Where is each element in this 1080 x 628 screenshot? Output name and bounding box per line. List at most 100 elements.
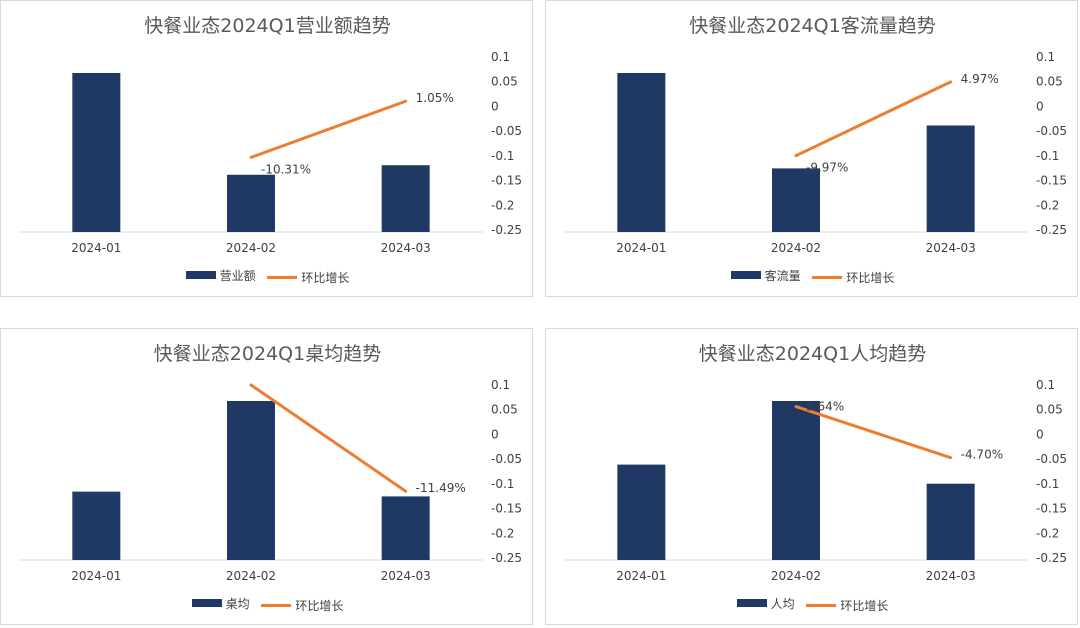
chart-legend: 人均 环比增长: [546, 595, 1079, 615]
legend-item-line: 环比增长: [812, 269, 894, 286]
growth-line: [794, 405, 953, 460]
legend-swatch-line: [806, 604, 837, 607]
y2-tick-label: -0.15: [491, 174, 522, 188]
growth-data-label: -9.97%: [806, 161, 848, 175]
x-tick-label: 2024-01: [616, 241, 666, 255]
x-tick-label: 2024-02: [771, 569, 821, 583]
y2-tick-label: -0.15: [491, 502, 522, 516]
y2-tick-label: 0.05: [491, 403, 518, 417]
legend-label-line: 环比增长: [840, 599, 889, 613]
growth-data-label: -10.31%: [261, 162, 311, 176]
bar-2024-01: [72, 491, 121, 560]
y2-tick-label: -0.25: [491, 223, 522, 237]
y2-tick-label: 0.05: [1036, 75, 1063, 89]
legend-item-bar: 客流量: [730, 267, 801, 284]
legend-swatch-line: [261, 604, 292, 607]
y2-tick-label: 0: [491, 99, 499, 113]
growth-data-label: -11.49%: [416, 481, 466, 495]
y2-tick-label: 0: [491, 427, 499, 441]
bar-2024-03: [381, 165, 430, 232]
y2-tick-label: -0.2: [1036, 526, 1059, 540]
legend-swatch-line: [267, 276, 298, 279]
legend-item-bar: 营业额: [185, 267, 256, 284]
x-tick-label: 2024-03: [381, 569, 431, 583]
legend-label-bar: 桌均: [225, 596, 250, 611]
chart-panel-per-capita: 快餐业态2024Q1人均趋势 2024-01 2024-02 2024-03 0.1 0…: [545, 328, 1078, 625]
y2-tick-label: -0.1: [491, 477, 514, 491]
growth-line: [249, 99, 408, 159]
growth-data-label: 4.97%: [961, 72, 999, 86]
y2-tick-label: -0.05: [491, 452, 522, 466]
chart-svg: 2024-01 2024-02 2024-03 0.1 0.05 0 -0.05 -0.1 -0…: [564, 378, 1067, 583]
chart-panel-revenue: 快餐业态2024Q1营业额趋势 2024-01 2024-02 2024-03 0.1…: [0, 0, 533, 297]
legend-item-line: 环比增长: [261, 597, 343, 614]
bar-2024-01: [72, 73, 121, 232]
x-tick-label: 2024-02: [226, 569, 276, 583]
y2-tick-label: -0.2: [491, 526, 514, 540]
y2-tick-label: 0.05: [491, 75, 518, 89]
x-tick-label: 2024-01: [71, 241, 121, 255]
y2-tick-label: -0.05: [491, 124, 522, 138]
chart-svg: 2024-01 2024-02 2024-03 0.1 0.05 0 -0.05 -0.1 -0…: [19, 50, 522, 255]
bar-2024-01: [617, 73, 666, 232]
legend-label-bar: 客流量: [764, 268, 801, 283]
x-tick-label: 2024-03: [926, 569, 976, 583]
x-tick-label: 2024-01: [71, 569, 121, 583]
y2-tick-label: 0.1: [491, 378, 510, 392]
legend-swatch-bar: [185, 271, 216, 279]
x-tick-label: 2024-02: [226, 241, 276, 255]
bar-2024-02: [227, 174, 275, 232]
chart-svg: 2024-01 2024-02 2024-03 0.1 0.05 0 -0.05 -0.1 -0…: [19, 378, 522, 583]
legend-item-line: 环比增长: [806, 597, 888, 614]
legend-label-bar: 营业额: [219, 268, 256, 283]
growth-data-label: 1.05%: [416, 91, 454, 105]
y2-tick-label: -0.05: [1036, 452, 1067, 466]
y2-tick-label: 0.1: [491, 50, 510, 64]
bar-2024-02: [227, 401, 275, 560]
growth-data-label: -4.70%: [961, 448, 1003, 462]
legend-label-bar: 人均: [770, 596, 795, 611]
y2-tick-label: -0.25: [491, 551, 522, 565]
legend-item-line: 环比增长: [267, 269, 349, 286]
x-tick-label: 2024-03: [926, 241, 976, 255]
bar-2024-03: [926, 483, 975, 560]
chart-legend: 客流量 环比增长: [546, 267, 1079, 287]
x-tick-label: 2024-01: [616, 569, 666, 583]
legend-item-bar: 人均: [736, 595, 795, 612]
growth-line: [249, 383, 408, 493]
y2-tick-label: 0: [1036, 99, 1044, 113]
growth-line: [794, 80, 953, 158]
bar-2024-02: [772, 401, 820, 560]
chart-legend: 营业额 环比增长: [1, 267, 534, 287]
x-tick-label: 2024-03: [381, 241, 431, 255]
chart-title: 快餐业态2024Q1桌均趋势: [153, 343, 382, 365]
chart-title: 快餐业态2024Q1人均趋势: [698, 343, 927, 365]
y2-tick-label: -0.25: [1036, 223, 1067, 237]
legend-label-line: 环比增长: [846, 271, 895, 285]
chart-title: 快餐业态2024Q1营业额趋势: [144, 15, 391, 37]
y2-tick-label: -0.1: [1036, 149, 1059, 163]
chart-panel-traffic: 快餐业态2024Q1客流量趋势 2024-01 2024-02 2024-03 0.1…: [545, 0, 1078, 297]
y2-tick-label: -0.1: [491, 149, 514, 163]
chart-svg: 2024-01 2024-02 2024-03 0.1 0.05 0 -0.05 -0.1 -0…: [564, 50, 1067, 255]
y2-tick-label: -0.15: [1036, 174, 1067, 188]
x-tick-label: 2024-02: [771, 241, 821, 255]
bar-2024-03: [926, 125, 975, 232]
y2-tick-label: 0: [1036, 427, 1044, 441]
chart-title: 快餐业态2024Q1客流量趋势: [689, 15, 936, 37]
y2-tick-label: -0.1: [1036, 477, 1059, 491]
y2-tick-label: 0.1: [1036, 50, 1055, 64]
chart-panel-per-table: 快餐业态2024Q1桌均趋势 2024-01 2024-02 2024-03 0.1 0…: [0, 328, 533, 625]
legend-swatch-bar: [191, 599, 222, 607]
y2-tick-label: -0.2: [1036, 198, 1059, 212]
y2-tick-label: -0.15: [1036, 502, 1067, 516]
legend-swatch-bar: [730, 271, 761, 279]
legend-label-line: 环比增长: [301, 271, 350, 285]
y2-tick-label: 0.1: [1036, 378, 1055, 392]
y2-tick-label: 0.05: [1036, 403, 1063, 417]
legend-item-bar: 桌均: [191, 595, 250, 612]
growth-data-label: 5.64%: [806, 400, 844, 414]
y2-tick-label: -0.2: [491, 198, 514, 212]
y2-tick-label: -0.25: [1036, 551, 1067, 565]
bar-2024-01: [617, 464, 666, 560]
